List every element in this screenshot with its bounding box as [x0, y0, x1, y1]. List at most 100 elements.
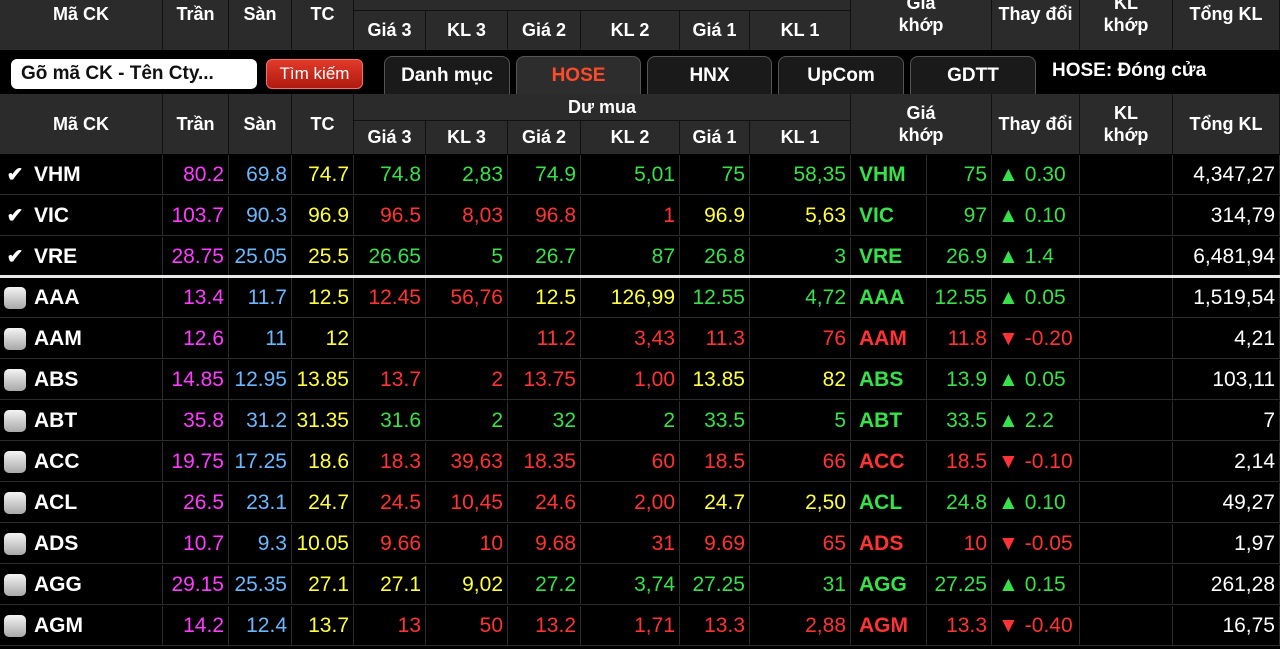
table-row[interactable]: ADS 10.7 9.3 10.05 9.66 10 9.68 31 9.69 65 ADS 10 ▼ -… — [0, 524, 1280, 564]
tran-cell: 103.7 — [163, 196, 229, 236]
k3-cell: 50 — [426, 606, 508, 646]
gk-cell: 27.25 — [927, 565, 992, 605]
g3-cell: 12.45 — [354, 278, 426, 318]
g1-cell: 11.3 — [680, 319, 750, 359]
symbol-cell: AGG — [0, 565, 163, 605]
symbol-label: AAA — [34, 285, 80, 309]
match-symbol-cell: VHM — [851, 155, 927, 195]
g2-cell: 12.5 — [508, 278, 581, 318]
market-status: HOSE: Đóng cửa — [1052, 60, 1207, 81]
checkbox-icon[interactable] — [4, 368, 26, 391]
san-cell: 17.25 — [229, 442, 292, 482]
tc-cell: 13.85 — [292, 360, 354, 400]
table-row[interactable]: ABT 35.8 31.2 31.35 31.6 2 32 2 33.5 5 ABT 33.5 ▲ 2.2… — [0, 401, 1280, 441]
table-row[interactable]: AGG 29.15 25.35 27.1 27.1 9,02 27.2 3,74 27.25 31… — [0, 565, 1280, 605]
g2-cell: 13.75 — [508, 360, 581, 400]
table-row[interactable]: ✔ VRE 28.75 25.05 25.5 26.65 5 26.7 87 26.8 3 VRE 26… — [0, 237, 1280, 277]
change-value: 0.10 — [1024, 490, 1066, 514]
checkmark-icon[interactable]: ✔ — [6, 164, 24, 186]
checkbox-icon[interactable] — [4, 491, 26, 514]
symbol-label: ACL — [34, 490, 78, 514]
change-cell: ▲ 0.30 — [992, 155, 1080, 195]
g1-cell: 13.3 — [680, 606, 750, 646]
tran-cell: 28.75 — [163, 237, 229, 277]
k1-cell: 31 — [750, 565, 851, 605]
ghost-col-vol3: KL 3 — [426, 10, 508, 50]
tran-cell: 14.85 — [163, 360, 229, 400]
symbol-label: ACC — [34, 449, 80, 473]
g3-cell: 9.66 — [354, 524, 426, 564]
change-cell: ▲ 0.05 — [992, 360, 1080, 400]
checkbox-icon[interactable] — [4, 450, 26, 473]
col-match-price: Giá khớp — [851, 94, 992, 154]
symbol-cell: ACC — [0, 442, 163, 482]
san-cell: 25.05 — [229, 237, 292, 277]
table-row[interactable]: AAA 13.4 11.7 12.5 12.45 56,76 12.5 126,99 12.55… — [0, 278, 1280, 318]
k2-cell: 31 — [581, 524, 680, 564]
search-input[interactable] — [11, 59, 257, 89]
arrow-up-icon: ▲ — [998, 572, 1019, 596]
g1-cell: 18.5 — [680, 442, 750, 482]
table-row[interactable]: ✔ VHM 80.2 69.8 74.7 74.8 2,83 74.9 5,01 75 58,35 V… — [0, 155, 1280, 195]
col-symbol: Mã CK — [0, 94, 163, 154]
san-cell: 31.2 — [229, 401, 292, 441]
checkbox-icon[interactable] — [4, 409, 26, 432]
ghost-col-match-price: Giá khớp — [851, 0, 992, 50]
checkbox-icon[interactable] — [4, 532, 26, 555]
klk-cell — [1080, 442, 1173, 482]
tc-cell: 74.7 — [292, 155, 354, 195]
ghost-col-floor: Sàn — [229, 0, 292, 50]
table-row[interactable]: ACL 26.5 23.1 24.7 24.5 10,45 24.6 2,00 24.7 2,50… — [0, 483, 1280, 523]
symbol-cell: AAM — [0, 319, 163, 359]
table-row[interactable]: AGM 14.2 12.4 13.7 13 50 13.2 1,71 13.3 2,88 AGM 13… — [0, 606, 1280, 646]
col-vol1: KL 1 — [750, 120, 851, 154]
table-row[interactable]: ACC 19.75 17.25 18.6 18.3 39,63 18.35 60 18.5 66 A… — [0, 442, 1280, 482]
k1-cell: 82 — [750, 360, 851, 400]
checkbox-icon[interactable] — [4, 327, 26, 350]
table-row[interactable]: ✔ VIC 103.7 90.3 96.9 96.5 8,03 96.8 1 96.9 5,63 VI… — [0, 196, 1280, 236]
col-floor: Sàn — [229, 94, 292, 154]
k3-cell: 39,63 — [426, 442, 508, 482]
checkbox-icon[interactable] — [4, 286, 26, 309]
k2-cell: 1,00 — [581, 360, 680, 400]
tab-danh-muc[interactable]: Danh mục — [384, 56, 510, 94]
g2-cell: 18.35 — [508, 442, 581, 482]
change-value: 1.4 — [1024, 244, 1054, 268]
match-symbol-cell: ADS — [851, 524, 927, 564]
klk-cell — [1080, 483, 1173, 523]
symbol-label: VIC — [34, 203, 70, 227]
tab-gdtt[interactable]: GDTT — [910, 56, 1036, 94]
match-symbol-cell: AGG — [851, 565, 927, 605]
checkmark-icon[interactable]: ✔ — [6, 205, 24, 227]
search-button[interactable]: Tìm kiếm — [266, 59, 363, 89]
change-cell: ▲ 1.4 — [992, 237, 1080, 277]
checkbox-icon[interactable] — [4, 573, 26, 596]
k3-cell: 8,03 — [426, 196, 508, 236]
change-cell: ▲ 2.2 — [992, 401, 1080, 441]
symbol-label: ABT — [34, 408, 78, 432]
tran-cell: 35.8 — [163, 401, 229, 441]
symbol-cell: AGM — [0, 606, 163, 646]
k1-cell: 5,63 — [750, 196, 851, 236]
g2-cell: 74.9 — [508, 155, 581, 195]
checkmark-icon[interactable]: ✔ — [6, 246, 24, 268]
arrow-up-icon: ▲ — [998, 244, 1019, 268]
match-symbol-cell: ACC — [851, 442, 927, 482]
col-vol3: KL 3 — [426, 120, 508, 154]
match-symbol-cell: AGM — [851, 606, 927, 646]
ghost-col-symbol: Mã CK — [0, 0, 163, 50]
table-row[interactable]: AAM 12.6 11 12 11.2 3,43 11.3 76 AAM 11.8 ▼ -0.20 4,… — [0, 319, 1280, 359]
watchlist-separator — [0, 275, 1280, 278]
tc-cell: 24.7 — [292, 483, 354, 523]
tab-hose[interactable]: HOSE — [516, 56, 641, 94]
tab-hnx[interactable]: HNX — [647, 56, 772, 94]
checkbox-icon[interactable] — [4, 614, 26, 637]
gk-cell: 13.3 — [927, 606, 992, 646]
k2-cell: 60 — [581, 442, 680, 482]
tc-cell: 18.6 — [292, 442, 354, 482]
tong-cell: 16,75 — [1173, 606, 1280, 646]
g3-cell: 74.8 — [354, 155, 426, 195]
col-price3: Giá 3 — [354, 120, 426, 154]
tab-upcom[interactable]: UpCom — [778, 56, 904, 94]
table-row[interactable]: ABS 14.85 12.95 13.85 13.7 2 13.75 1,00 13.85 82 A… — [0, 360, 1280, 400]
